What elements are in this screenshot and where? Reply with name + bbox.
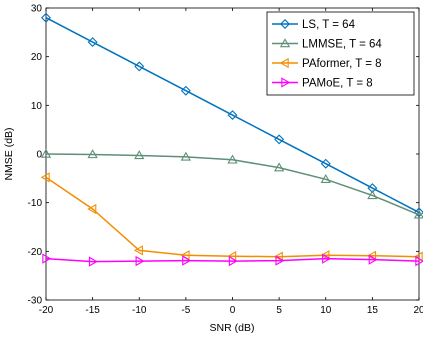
data-point [227, 154, 238, 164]
x-tick-label: 10 [320, 305, 332, 316]
legend-marker [279, 38, 291, 48]
y-tick-label: 10 [31, 101, 43, 112]
legend-label: PAformer, T = 8 [302, 58, 382, 70]
series-line [45, 17, 420, 214]
series-layer [40, 12, 423, 267]
legend-items: LS, T = 64 LMMSE, T = 64 PAformer, T = 8 PA… [272, 19, 382, 90]
x-tick-label: -5 [181, 305, 190, 316]
data-point [415, 255, 423, 267]
x-tick-label: -20 [39, 305, 54, 316]
series-line [45, 176, 420, 258]
y-tick-label: 30 [31, 4, 43, 15]
data-point [414, 207, 423, 218]
data-point [367, 250, 377, 261]
data-point [182, 255, 192, 266]
data-point [413, 209, 423, 219]
data-point [40, 172, 50, 183]
x-tick-label: 5 [276, 305, 282, 316]
x-tick-label: 15 [367, 305, 379, 316]
data-point [133, 245, 143, 256]
data-point [275, 255, 285, 266]
data-point [320, 250, 330, 261]
x-tick-label: 20 [413, 305, 423, 316]
data-point [273, 251, 283, 262]
legend-marker [281, 77, 291, 88]
y-tick-label: -30 [28, 296, 43, 307]
data-point [320, 158, 331, 169]
data-point [87, 203, 97, 215]
data-point [228, 255, 238, 267]
legend: LS, T = 64 LMMSE, T = 64 PAformer, T = 8 PA… [266, 11, 415, 96]
data-point [322, 253, 332, 264]
data-point [88, 256, 98, 267]
data-point [134, 150, 145, 160]
data-point [87, 37, 98, 48]
data-point [227, 110, 238, 121]
data-point [180, 85, 191, 96]
data-point [367, 190, 378, 200]
data-point [135, 255, 145, 267]
legend-box [266, 11, 415, 96]
data-point [368, 254, 378, 265]
data-point [180, 151, 192, 161]
data-point [134, 61, 145, 72]
series-line [45, 153, 420, 216]
series-line [45, 257, 420, 263]
y-axis-label: NMSE (dB) [3, 127, 15, 180]
x-tick-label: -15 [85, 305, 100, 316]
y-tick-label: 0 [36, 150, 42, 161]
legend-label: LMMSE, T = 64 [302, 39, 382, 51]
legend-label: PAMoE, T = 8 [302, 78, 373, 90]
x-tick-label: -10 [132, 305, 147, 316]
x-axis-label: SNR (dB) [210, 322, 255, 334]
data-point [274, 134, 285, 145]
x-tick-label: 0 [230, 305, 236, 316]
y-tick-label: -20 [28, 247, 43, 258]
data-point [40, 148, 52, 158]
data-point [273, 162, 285, 172]
legend-label: LS, T = 64 [302, 19, 356, 31]
y-tick-label: -10 [28, 198, 43, 209]
legend-marker [279, 57, 289, 69]
legend-marker [280, 19, 290, 29]
data-point [87, 149, 98, 159]
data-point [41, 12, 51, 23]
y-tick-label: 20 [31, 52, 43, 63]
data-point [42, 253, 52, 264]
data-point [320, 173, 331, 184]
